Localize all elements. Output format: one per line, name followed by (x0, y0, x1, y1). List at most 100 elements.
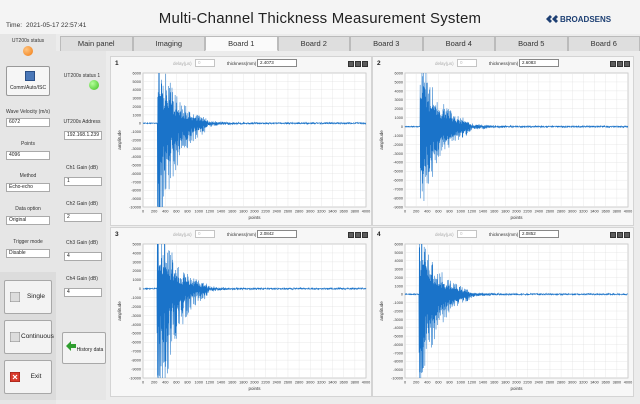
board-address-label: UT200s Address (63, 119, 101, 125)
y-tick-label: -4000 (393, 326, 403, 330)
points-field[interactable]: 4096 (6, 151, 50, 160)
delay-field[interactable]: 0 (195, 59, 215, 67)
x-tick-label: 2200 (523, 381, 531, 385)
tab-board-6[interactable]: Board 6 (567, 36, 640, 51)
x-tick-label: 1600 (228, 381, 236, 385)
pan-icon[interactable] (355, 232, 361, 238)
ch3-gain-field[interactable]: 4 (64, 252, 102, 261)
y-tick-label: 3000 (395, 98, 403, 102)
y-tick-label: 1000 (395, 284, 403, 288)
pan-icon[interactable] (617, 232, 623, 238)
channel-1-chart: 1 delay(μs) 0 thickness(mm) 2.4073 -10000 -900… (110, 56, 372, 226)
y-axis-label: amplitude (117, 301, 122, 321)
delay-field[interactable]: 0 (457, 230, 477, 238)
single-button[interactable]: Single (4, 280, 52, 314)
x-tick-label: 3800 (351, 210, 359, 214)
cursor-icon[interactable] (362, 232, 368, 238)
method-label: Method (19, 173, 37, 179)
time-label: Time: (6, 22, 23, 29)
y-tick-label: -1000 (393, 134, 403, 138)
comm-button[interactable]: Comm/Auto/ISC (6, 66, 50, 96)
trigger-mode-select[interactable]: Disable (6, 249, 50, 258)
repeat-icon (10, 332, 20, 342)
cursor-icon[interactable] (624, 232, 630, 238)
x-tick-label: 3600 (339, 210, 347, 214)
method-select[interactable]: Echo-echo (6, 183, 50, 192)
waveform-series-line (404, 243, 629, 379)
wave-velocity-field[interactable]: 6072 (6, 118, 50, 127)
x-axis-label: points (510, 215, 523, 220)
comm-button-label: Comm/Auto/ISC (9, 85, 47, 91)
delay-label: delay(μs) (435, 61, 454, 66)
board-address-field[interactable]: 192.168.1.239 (64, 131, 102, 140)
pan-icon[interactable] (355, 61, 361, 67)
delay-field[interactable]: 0 (457, 59, 477, 67)
x-tick-label: 0 (142, 210, 144, 214)
y-tick-label: 1000 (395, 116, 403, 120)
y-tick-label: -6000 (131, 172, 141, 176)
channel-number: 1 (115, 60, 119, 67)
zoom-icon[interactable] (348, 61, 354, 67)
x-tick-label: 1400 (479, 381, 487, 385)
ch1-gain-field[interactable]: 1 (64, 177, 102, 186)
zoom-icon[interactable] (610, 232, 616, 238)
channel-number: 2 (377, 60, 381, 67)
board-status-label: UT200s status 1 (63, 73, 101, 79)
exit-button[interactable]: Exit (4, 360, 52, 394)
history-data-button[interactable]: History data (62, 332, 106, 364)
x-tick-label: 2200 (261, 381, 269, 385)
zoom-icon[interactable] (610, 61, 616, 67)
x-tick-label: 1400 (217, 210, 225, 214)
x-tick-label: 200 (413, 381, 419, 385)
device-status-label: UT200s status (11, 38, 45, 44)
ch2-gain-field[interactable]: 2 (64, 213, 102, 222)
x-tick-label: 3400 (590, 210, 598, 214)
x-tick-label: 1200 (206, 210, 214, 214)
x-tick-label: 2600 (546, 210, 554, 214)
channel-number: 4 (377, 231, 381, 238)
ch4-gain-label: Ch4 Gain (dB) (66, 276, 98, 282)
y-tick-label: 4000 (133, 251, 141, 255)
y-axis-label: amplitude (117, 130, 122, 150)
delay-field[interactable]: 0 (195, 230, 215, 238)
tab-board-5[interactable]: Board 5 (495, 36, 568, 51)
y-tick-label: 0 (401, 125, 403, 129)
x-tick-label: 1800 (501, 210, 509, 214)
ch4-gain-field[interactable]: 4 (64, 288, 102, 297)
continuous-button[interactable]: Continuous (4, 320, 54, 354)
data-option-select[interactable]: Original (6, 216, 50, 225)
x-tick-label: 400 (424, 210, 430, 214)
y-tick-label: 1000 (133, 113, 141, 117)
waveform-series-line (142, 72, 367, 208)
cursor-icon[interactable] (362, 61, 368, 67)
y-tick-label: 4000 (133, 88, 141, 92)
y-tick-label: -10000 (129, 376, 141, 380)
x-tick-label: 200 (413, 210, 419, 214)
tab-board-4[interactable]: Board 4 (422, 36, 495, 51)
exit-icon (10, 372, 20, 382)
x-tick-label: 1800 (239, 210, 247, 214)
y-tick-label: 5000 (133, 242, 141, 246)
x-tick-label: 1000 (457, 381, 465, 385)
tab-imaging[interactable]: Imaging (132, 36, 205, 51)
y-tick-label: 5000 (395, 251, 403, 255)
tab-board-1[interactable]: Board 1 (205, 36, 278, 51)
x-tick-label: 3400 (328, 381, 336, 385)
x-tick-label: 600 (435, 381, 441, 385)
x-tick-label: 400 (162, 381, 168, 385)
thickness-field: 2.4073 (257, 59, 297, 67)
x-tick-label: 3400 (590, 381, 598, 385)
zoom-icon[interactable] (348, 232, 354, 238)
tab-main-panel[interactable]: Main panel (60, 36, 133, 51)
tab-board-3[interactable]: Board 3 (350, 36, 423, 51)
y-tick-label: 0 (401, 293, 403, 297)
y-tick-label: -5000 (393, 335, 403, 339)
x-tick-label: 2200 (523, 210, 531, 214)
x-tick-label: 1800 (239, 381, 247, 385)
tab-board-2[interactable]: Board 2 (277, 36, 350, 51)
x-tick-label: 3400 (328, 210, 336, 214)
cursor-icon[interactable] (624, 61, 630, 67)
pan-icon[interactable] (617, 61, 623, 67)
x-tick-label: 2200 (261, 210, 269, 214)
y-tick-label: 3000 (133, 97, 141, 101)
